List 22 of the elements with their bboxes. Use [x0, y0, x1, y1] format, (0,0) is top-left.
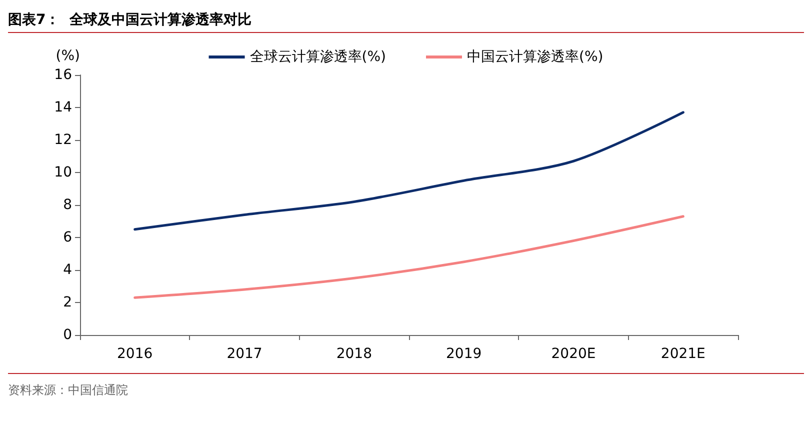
- y-tick-label: 8: [63, 197, 72, 213]
- x-tick-label: 2021E: [660, 346, 706, 362]
- y-axis-title: (%): [56, 48, 80, 64]
- y-tick-label: 6: [63, 230, 72, 246]
- legend-label: 全球云计算渗透率(%): [250, 49, 386, 65]
- chart-title: 图表7： 全球及中国云计算渗透率对比: [8, 10, 252, 30]
- x-tick-label: 2020E: [551, 346, 596, 362]
- y-tick-label: 2: [63, 294, 72, 310]
- y-tick-label: 12: [54, 132, 72, 148]
- y-tick-label: 10: [54, 164, 72, 180]
- line-series: [134, 111, 684, 231]
- x-tick-label: 2017: [226, 346, 262, 362]
- line-series: [134, 215, 684, 299]
- x-tick-label: 2018: [336, 346, 372, 362]
- y-tick-label: 0: [63, 327, 72, 343]
- text: 资料来源：中国信通院: [8, 382, 129, 399]
- legend-label: 中国云计算渗透率(%): [467, 49, 604, 65]
- y-tick-label: 14: [54, 100, 72, 116]
- y-tick-label: 4: [63, 262, 72, 278]
- x-tick-label: 2019: [446, 346, 482, 362]
- y-tick-label: 16: [54, 67, 72, 83]
- x-tick-label: 2016: [117, 346, 153, 362]
